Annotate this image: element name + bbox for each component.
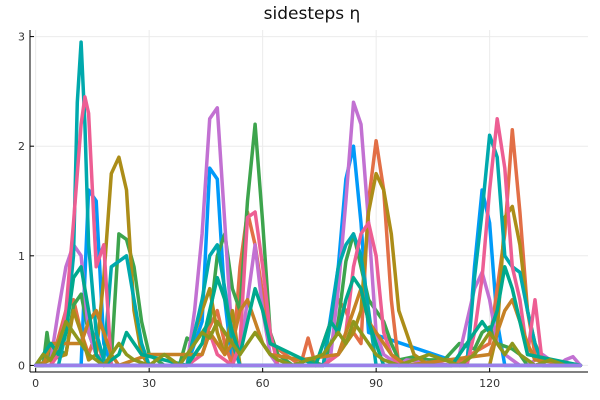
x-tick-label-2: 60 — [256, 377, 270, 390]
y-tick-label-3: 3 — [18, 31, 25, 44]
axes — [29, 30, 588, 373]
x-tick-label-1: 30 — [142, 377, 156, 390]
series-line-9 — [33, 265, 583, 368]
x-tick-label-3: 90 — [369, 377, 383, 390]
series-lines — [33, 40, 583, 368]
x-tick-label-0: 0 — [32, 377, 39, 390]
tick-labels: 0 30 60 90 120 0 1 2 3 — [18, 31, 500, 390]
y-tick-label-0: 0 — [18, 359, 25, 372]
x-tick-label-4: 120 — [479, 377, 500, 390]
y-tick-label-1: 1 — [18, 250, 25, 263]
y-tick-label-2: 2 — [18, 140, 25, 153]
series-line-10 — [33, 319, 583, 368]
chart-title: sidesteps η — [264, 4, 361, 24]
